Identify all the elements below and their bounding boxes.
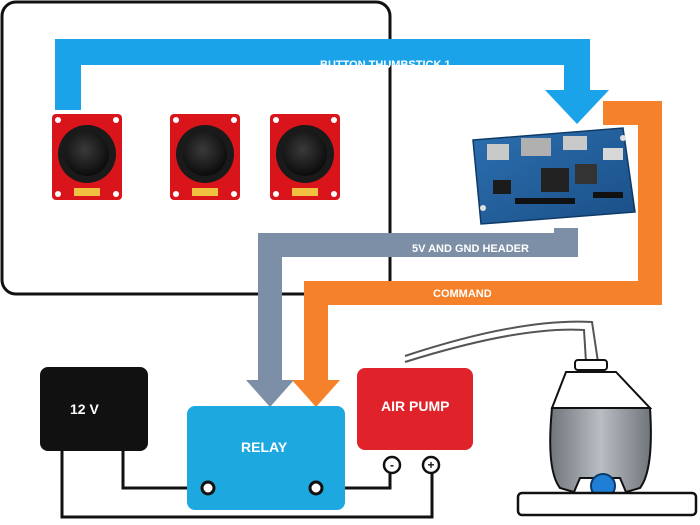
command-arrow: COMMAND	[292, 101, 662, 407]
thumbstick-module-icon	[170, 114, 240, 200]
pump-minus-terminal	[382, 455, 402, 475]
air-cup-icon	[516, 359, 698, 517]
pump-minus-label: -	[390, 458, 394, 472]
pump-plus-label: +	[427, 458, 434, 472]
relay-label: RELAY	[241, 439, 288, 455]
power-label: 12 V	[70, 401, 99, 417]
relay-terminal-left	[200, 480, 216, 496]
pump-label: AIR PUMP	[381, 398, 449, 414]
command-label: COMMAND	[433, 288, 492, 300]
thumbstick-module-icon	[270, 114, 340, 200]
power-header-arrow: 5V AND GND HEADER	[246, 228, 578, 407]
header-label: 5V AND GND HEADER	[412, 243, 529, 255]
air-tube	[404, 320, 599, 363]
microcontroller-board-icon	[472, 127, 636, 225]
relay-terminal-right	[308, 480, 324, 496]
thumbstick-signal-arrow: BUTTON THUMBSTICK 1	[55, 39, 609, 124]
thumbstick-module-icon	[52, 114, 122, 200]
relay-box: RELAY	[187, 406, 345, 510]
button-thumbstick-label: BUTTON THUMBSTICK 1	[320, 59, 451, 71]
power-supply-box: 12 V	[40, 367, 148, 451]
air-pump-box: AIR PUMP - +	[357, 368, 473, 475]
pump-plus-terminal	[421, 455, 441, 475]
